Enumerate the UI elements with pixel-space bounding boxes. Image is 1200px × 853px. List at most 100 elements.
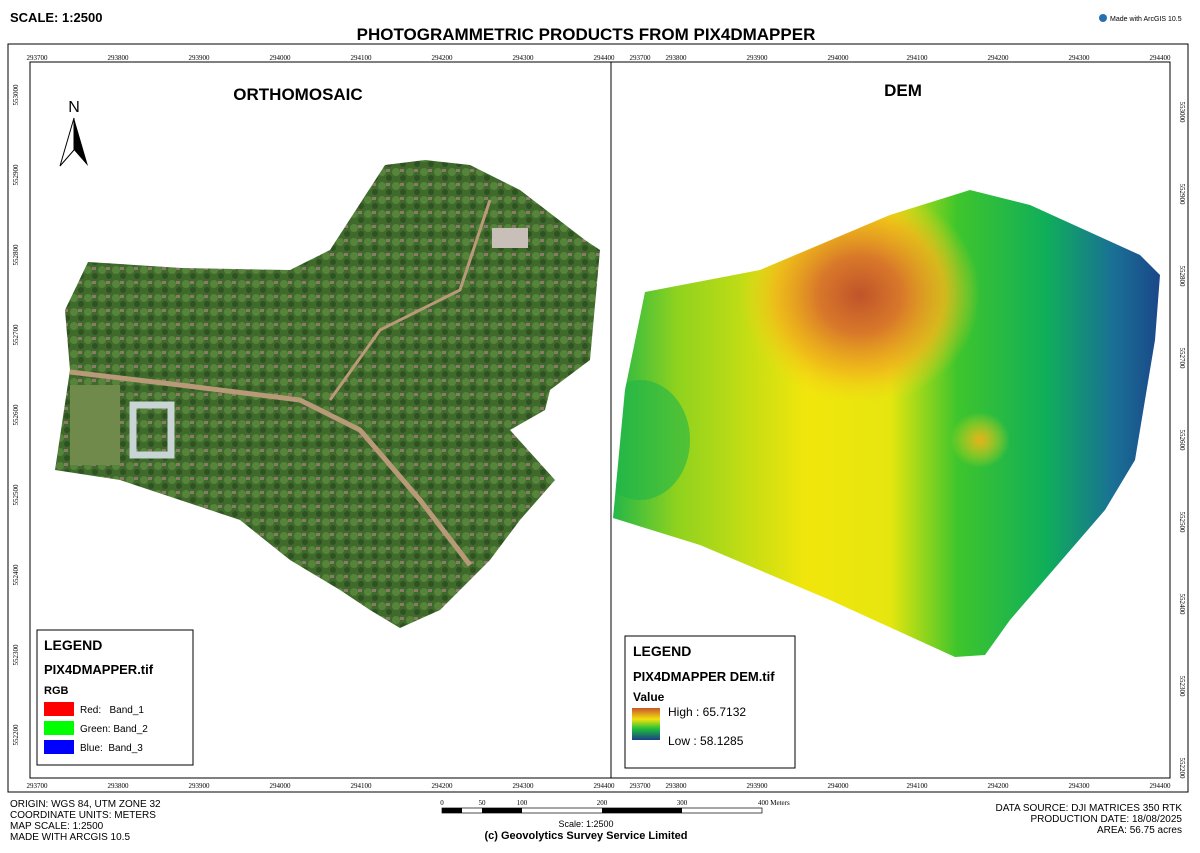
legend-title: LEGEND bbox=[44, 637, 102, 653]
scale-bar bbox=[441, 807, 763, 814]
arcgis-icon bbox=[1099, 14, 1107, 22]
color-ramp bbox=[632, 708, 660, 740]
building bbox=[492, 228, 528, 248]
y-grid-label: 553000 bbox=[1178, 102, 1186, 124]
legend-item: Blue: Band_3 bbox=[80, 743, 143, 754]
x-grid-label: 294100 bbox=[351, 54, 373, 62]
x-grid-label: 294300 bbox=[1069, 54, 1091, 62]
scale-header: SCALE: 1:2500 bbox=[10, 10, 102, 25]
y-grid-label: 552700 bbox=[1178, 348, 1186, 370]
dem-low bbox=[613, 380, 690, 500]
x-grid-label: 293800 bbox=[108, 782, 130, 790]
road bbox=[69, 369, 472, 567]
y-grid-label: 552600 bbox=[1178, 430, 1186, 452]
legend-box bbox=[624, 635, 796, 769]
x-grid-label: 294400 bbox=[594, 782, 616, 790]
x-grid-label: 294000 bbox=[270, 782, 292, 790]
y-grid-label: 552700 bbox=[12, 324, 20, 346]
x-grid-label: 293800 bbox=[666, 54, 688, 62]
field bbox=[70, 385, 120, 465]
x-grid-label: 294000 bbox=[828, 782, 850, 790]
map-frame bbox=[29, 61, 1171, 779]
outer-frame bbox=[7, 43, 1189, 793]
north-label: N bbox=[68, 99, 80, 116]
y-grid-label: 552500 bbox=[12, 484, 20, 506]
legend: LEGEND PIX4DMAPPER DEM.tif Value High : … bbox=[624, 635, 796, 769]
legend-swatch bbox=[44, 721, 74, 735]
x-grid-label: 293900 bbox=[747, 54, 769, 62]
legend-layer: PIX4DMAPPER DEM.tif bbox=[633, 669, 775, 684]
panel-title: ORTHOMOSAIC bbox=[233, 85, 362, 104]
scale-label: 100 bbox=[517, 799, 528, 807]
legend-low: Low : 58.1285 bbox=[668, 734, 744, 748]
scale-label: 0 bbox=[440, 799, 444, 807]
x-grid-label: 294400 bbox=[594, 54, 616, 62]
x-grid-label: 294300 bbox=[513, 782, 535, 790]
x-grid-label: 294400 bbox=[1150, 782, 1172, 790]
legend-item: Green: Band_2 bbox=[80, 724, 148, 735]
north-arrow bbox=[59, 117, 75, 167]
y-grid-label: 552900 bbox=[1178, 184, 1186, 206]
legend-group: Value bbox=[633, 690, 665, 704]
legend-item: Red: Band_1 bbox=[80, 705, 144, 716]
x-grid-label: 293700 bbox=[27, 54, 49, 62]
x-grid-label: 294200 bbox=[988, 782, 1010, 790]
scale-label: 50 bbox=[479, 799, 487, 807]
north-arrow bbox=[74, 118, 88, 166]
dem-high bbox=[740, 190, 980, 405]
building bbox=[129, 401, 175, 459]
x-grid-label: 294100 bbox=[907, 782, 929, 790]
x-grid-label: 294200 bbox=[432, 54, 454, 62]
panel-title: DEM bbox=[884, 81, 922, 100]
road bbox=[328, 199, 492, 401]
y-grid-label: 552200 bbox=[1178, 758, 1186, 780]
footer-right: AREA: 56.75 acres bbox=[1097, 825, 1182, 836]
x-grid-label: 294000 bbox=[270, 54, 292, 62]
footer-left: COORDINATE UNITS: METERS bbox=[10, 810, 156, 821]
legend-swatch bbox=[44, 740, 74, 754]
made-with: Made with ArcGIS 10.5 bbox=[1110, 16, 1182, 23]
x-grid-label: 294200 bbox=[432, 782, 454, 790]
y-grid-label: 553000 bbox=[12, 84, 20, 106]
y-grid-label: 552200 bbox=[12, 724, 20, 746]
scale-bar-seg bbox=[442, 808, 462, 813]
x-grid-label: 293900 bbox=[189, 54, 211, 62]
dem bbox=[613, 190, 1160, 657]
y-grid-label: 552500 bbox=[1178, 512, 1186, 534]
x-grid-label: 294100 bbox=[907, 54, 929, 62]
x-grid-label: 293800 bbox=[666, 782, 688, 790]
y-grid-label: 552800 bbox=[1178, 266, 1186, 288]
legend-swatch bbox=[44, 702, 74, 716]
x-grid-label: 294400 bbox=[1150, 54, 1172, 62]
scale-label: 400 Meters bbox=[758, 799, 790, 807]
scale-label: 200 bbox=[597, 799, 608, 807]
dem-spot bbox=[950, 412, 1010, 468]
y-grid-label: 552400 bbox=[12, 564, 20, 586]
footer-left: MADE WITH ARCGIS 10.5 bbox=[10, 832, 130, 843]
y-grid-label: 552400 bbox=[1178, 594, 1186, 616]
x-grid-label: 293700 bbox=[630, 782, 652, 790]
y-grid-label: 552600 bbox=[12, 404, 20, 426]
x-grid-label: 293900 bbox=[189, 782, 211, 790]
x-grid-label: 293700 bbox=[27, 782, 49, 790]
scale-bar-seg bbox=[482, 808, 522, 813]
footer-right: DATA SOURCE: DJI MATRICES 350 RTK bbox=[995, 803, 1182, 814]
legend-title: LEGEND bbox=[633, 643, 691, 659]
x-grid-label: 294100 bbox=[351, 782, 373, 790]
y-grid-label: 552300 bbox=[12, 644, 20, 666]
scale-bar-seg bbox=[602, 808, 682, 813]
footer-right: PRODUCTION DATE: 18/08/2025 bbox=[1030, 814, 1182, 825]
footer-left: MAP SCALE: 1:2500 bbox=[10, 821, 104, 832]
x-grid-label: 293800 bbox=[108, 54, 130, 62]
y-grid-label: 552300 bbox=[1178, 676, 1186, 698]
footer-left: ORIGIN: WGS 84, UTM ZONE 32 bbox=[10, 799, 161, 810]
x-grid-label: 294000 bbox=[828, 54, 850, 62]
legend: LEGEND PIX4DMAPPER.tif RGB Red: Band_1 G… bbox=[36, 629, 194, 766]
x-grid-label: 293900 bbox=[747, 782, 769, 790]
scale-label: 300 bbox=[677, 799, 688, 807]
legend-high: High : 65.7132 bbox=[668, 705, 746, 719]
scale-caption: Scale: 1:2500 bbox=[558, 819, 613, 829]
credit: (c) Geovolytics Survey Service Limited bbox=[485, 830, 688, 842]
